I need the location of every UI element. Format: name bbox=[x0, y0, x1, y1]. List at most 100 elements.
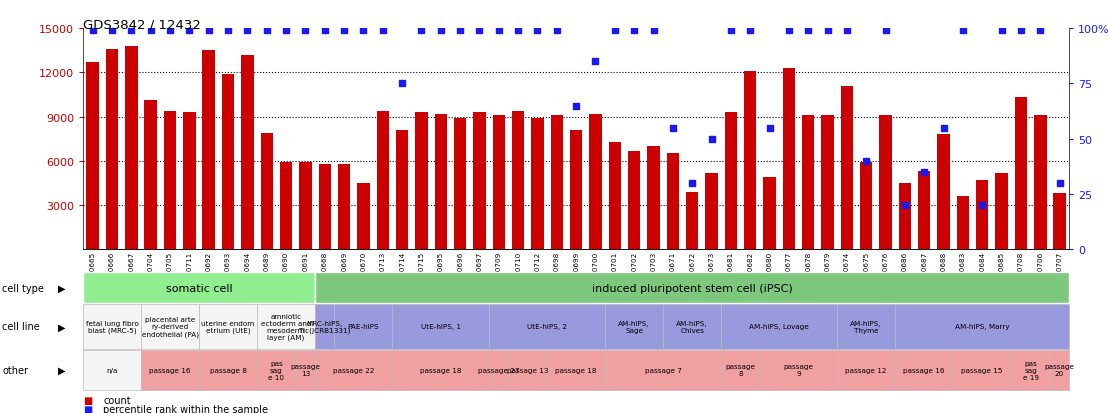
Point bbox=[490, 28, 507, 34]
Text: PAE-hiPS: PAE-hiPS bbox=[348, 324, 379, 330]
Bar bbox=[821, 116, 834, 250]
Bar bbox=[125, 47, 137, 250]
Text: passage 27: passage 27 bbox=[478, 367, 520, 373]
Point bbox=[510, 28, 527, 34]
Text: passage 22: passage 22 bbox=[334, 367, 375, 373]
Bar bbox=[512, 112, 524, 250]
Text: passage
13: passage 13 bbox=[290, 363, 320, 377]
Bar bbox=[434, 114, 448, 250]
Bar bbox=[995, 173, 1008, 250]
Point bbox=[606, 28, 624, 34]
Point bbox=[625, 28, 643, 34]
Point bbox=[722, 28, 740, 34]
Point bbox=[393, 81, 411, 88]
Point bbox=[451, 28, 469, 34]
Point bbox=[181, 28, 198, 34]
Text: UtE-hiPS, 2: UtE-hiPS, 2 bbox=[527, 324, 567, 330]
Text: passage 7: passage 7 bbox=[645, 367, 681, 373]
Point bbox=[876, 28, 894, 34]
Point bbox=[412, 28, 430, 34]
Text: AM-hiPS,
Sage: AM-hiPS, Sage bbox=[618, 320, 650, 333]
Bar bbox=[183, 113, 196, 250]
Point bbox=[799, 28, 817, 34]
Bar bbox=[1034, 116, 1046, 250]
Bar bbox=[493, 116, 505, 250]
Bar bbox=[860, 163, 872, 250]
Bar bbox=[956, 197, 970, 250]
Bar bbox=[357, 183, 370, 250]
Text: cell line: cell line bbox=[2, 322, 40, 332]
Text: AM-hiPS, Marry: AM-hiPS, Marry bbox=[955, 324, 1009, 330]
Point bbox=[258, 28, 276, 34]
Bar bbox=[86, 63, 99, 250]
Bar bbox=[377, 112, 389, 250]
Point bbox=[84, 28, 102, 34]
Text: uterine endom
etrium (UtE): uterine endom etrium (UtE) bbox=[202, 320, 255, 333]
Text: ▶: ▶ bbox=[58, 283, 65, 293]
Text: passage
9: passage 9 bbox=[783, 363, 813, 377]
Text: passage 12: passage 12 bbox=[845, 367, 886, 373]
Point bbox=[316, 28, 334, 34]
Text: percentile rank within the sample: percentile rank within the sample bbox=[103, 404, 268, 413]
Point bbox=[142, 28, 160, 34]
Text: passage 16: passage 16 bbox=[150, 367, 191, 373]
Text: count: count bbox=[103, 395, 131, 405]
Bar bbox=[647, 147, 659, 250]
Point bbox=[935, 125, 953, 132]
Bar bbox=[1015, 98, 1027, 250]
Bar bbox=[416, 113, 428, 250]
Point bbox=[819, 28, 837, 34]
Bar bbox=[725, 113, 737, 250]
Bar bbox=[454, 119, 466, 250]
Text: other: other bbox=[2, 365, 28, 375]
Bar bbox=[589, 114, 602, 250]
Point bbox=[896, 202, 914, 209]
Text: pas
sag
e 10: pas sag e 10 bbox=[268, 360, 285, 380]
Bar bbox=[338, 164, 350, 250]
Point bbox=[645, 28, 663, 34]
Point bbox=[664, 125, 681, 132]
Point bbox=[373, 28, 391, 34]
Text: GDS3842 / 12432: GDS3842 / 12432 bbox=[83, 19, 201, 31]
Bar bbox=[628, 151, 640, 250]
Text: ▶: ▶ bbox=[58, 322, 65, 332]
Bar bbox=[608, 142, 622, 250]
Point bbox=[702, 136, 720, 143]
Text: passage 18: passage 18 bbox=[420, 367, 462, 373]
Text: passage
8: passage 8 bbox=[726, 363, 756, 377]
Bar bbox=[899, 183, 911, 250]
Text: UtE-hiPS, 1: UtE-hiPS, 1 bbox=[421, 324, 461, 330]
Point bbox=[1032, 28, 1049, 34]
Text: induced pluripotent stem cell (iPSC): induced pluripotent stem cell (iPSC) bbox=[592, 283, 792, 293]
Point bbox=[432, 28, 450, 34]
Bar bbox=[280, 163, 293, 250]
Bar bbox=[106, 50, 119, 250]
Point bbox=[838, 28, 855, 34]
Point bbox=[123, 28, 141, 34]
Bar bbox=[222, 75, 235, 250]
Point bbox=[567, 103, 585, 109]
Point bbox=[780, 28, 798, 34]
Point bbox=[761, 125, 779, 132]
Point bbox=[586, 59, 604, 65]
Text: n/a: n/a bbox=[106, 367, 117, 373]
Point bbox=[1050, 180, 1068, 187]
Bar bbox=[667, 154, 679, 250]
Point bbox=[548, 28, 566, 34]
Bar bbox=[802, 116, 814, 250]
Bar bbox=[318, 164, 331, 250]
Bar bbox=[782, 69, 796, 250]
Bar bbox=[917, 172, 931, 250]
Bar bbox=[1054, 194, 1066, 250]
Text: cell type: cell type bbox=[2, 283, 44, 293]
Text: fetal lung fibro
blast (MRC-5): fetal lung fibro blast (MRC-5) bbox=[85, 320, 138, 333]
Point bbox=[238, 28, 256, 34]
Point bbox=[355, 28, 372, 34]
Point bbox=[915, 169, 933, 176]
Bar bbox=[570, 131, 583, 250]
Point bbox=[973, 202, 991, 209]
Text: AM-hiPS,
Chives: AM-hiPS, Chives bbox=[676, 320, 708, 333]
Point bbox=[529, 28, 546, 34]
Bar bbox=[144, 101, 157, 250]
Bar bbox=[396, 131, 409, 250]
